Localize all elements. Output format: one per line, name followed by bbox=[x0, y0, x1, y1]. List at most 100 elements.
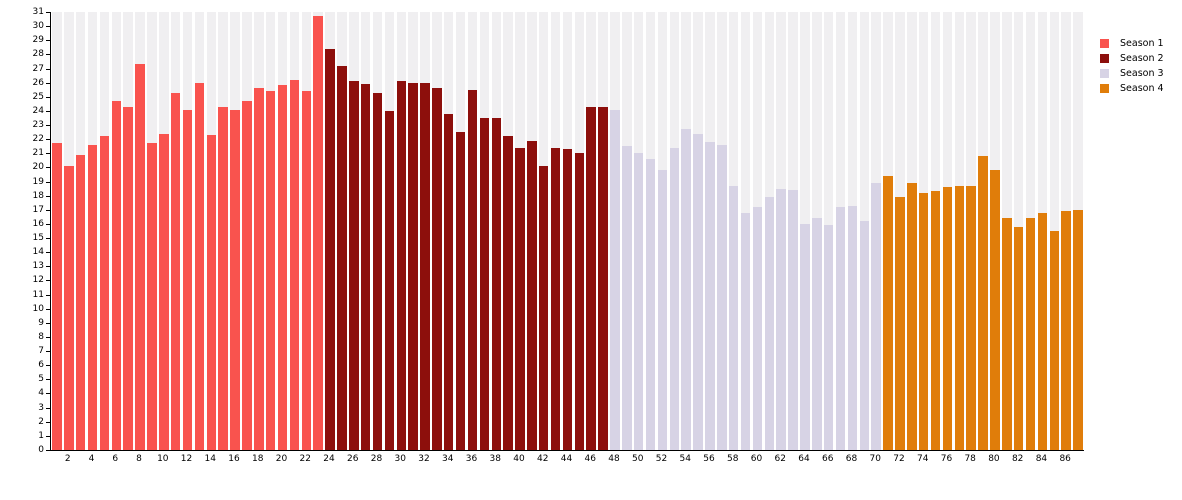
bar-episode-84 bbox=[1037, 212, 1048, 450]
y-tick-mark bbox=[46, 139, 50, 141]
y-tick-mark bbox=[46, 294, 50, 296]
bar-episode-52 bbox=[657, 170, 668, 450]
y-tick-label-31: 31 bbox=[32, 7, 44, 17]
bar-episode-16 bbox=[230, 109, 240, 450]
y-tick-mark bbox=[46, 125, 50, 127]
x-tick-label-70: 70 bbox=[869, 454, 881, 464]
y-tick-mark bbox=[46, 153, 50, 155]
y-tick-mark bbox=[46, 110, 50, 112]
bar-episode-85 bbox=[1049, 231, 1060, 450]
x-tick-label-34: 34 bbox=[442, 454, 454, 464]
bar-episode-55 bbox=[693, 133, 703, 450]
bar-episode-78 bbox=[966, 185, 976, 450]
bar-episode-56 bbox=[705, 142, 715, 450]
legend-item-season-3: Season 3 bbox=[1100, 66, 1164, 81]
legend-item-season-2: Season 2 bbox=[1100, 51, 1164, 66]
x-tick-label-38: 38 bbox=[489, 454, 501, 464]
y-tick-mark bbox=[46, 223, 50, 225]
y-tick-mark bbox=[46, 393, 50, 395]
bar-episode-23 bbox=[313, 16, 323, 450]
bar-episode-18 bbox=[254, 88, 264, 450]
y-tick-label-14: 14 bbox=[32, 247, 44, 258]
x-tick-label-80: 80 bbox=[988, 454, 1000, 464]
bar-episode-67 bbox=[835, 206, 846, 450]
bar-episode-7 bbox=[123, 106, 133, 450]
y-tick-label-21: 21 bbox=[32, 148, 44, 159]
bar-episode-83 bbox=[1025, 218, 1036, 450]
bar-episode-50 bbox=[633, 153, 644, 450]
x-tick-label-28: 28 bbox=[370, 454, 383, 464]
bar-episode-86 bbox=[1061, 211, 1071, 450]
bar-episode-13 bbox=[194, 82, 205, 450]
bar-episode-5 bbox=[99, 136, 110, 450]
y-tick-label-11: 11 bbox=[32, 289, 44, 300]
y-tick-mark bbox=[46, 336, 50, 338]
x-tick-label-30: 30 bbox=[394, 454, 406, 464]
x-tick-label-76: 76 bbox=[940, 454, 953, 464]
bar-episode-79 bbox=[978, 156, 988, 450]
bar-episode-21 bbox=[289, 79, 300, 450]
y-tick-mark bbox=[46, 195, 50, 197]
x-tick-label-46: 46 bbox=[584, 454, 596, 464]
bar-episode-61 bbox=[764, 197, 775, 450]
bar-episode-33 bbox=[432, 88, 442, 450]
x-tick-label-16: 16 bbox=[228, 454, 240, 464]
x-tick-label-44: 44 bbox=[560, 454, 573, 464]
y-tick-label-30: 30 bbox=[32, 21, 44, 32]
bar-episode-41 bbox=[527, 140, 537, 450]
y-tick-mark bbox=[46, 450, 50, 451]
bar-episode-66 bbox=[823, 225, 834, 450]
y-tick-label-5: 5 bbox=[38, 374, 44, 385]
x-tick-label-82: 82 bbox=[1011, 454, 1024, 464]
bar-episode-27 bbox=[360, 84, 371, 450]
bar-episode-29 bbox=[384, 110, 395, 450]
y-tick-mark bbox=[46, 308, 50, 310]
bar-episode-31 bbox=[408, 82, 418, 450]
bar-episode-71 bbox=[883, 175, 893, 450]
legend-label: Season 1 bbox=[1120, 38, 1164, 49]
bar-episode-72 bbox=[895, 197, 905, 450]
bar-episode-20 bbox=[277, 85, 288, 450]
bar-episode-39 bbox=[503, 136, 513, 450]
bar-episode-11 bbox=[170, 92, 181, 450]
bar-episode-48 bbox=[610, 109, 620, 450]
y-tick-mark bbox=[46, 12, 50, 13]
bar-episode-73 bbox=[907, 182, 917, 450]
x-tick-label-12: 12 bbox=[180, 454, 193, 464]
bar-episode-80 bbox=[990, 170, 1000, 450]
bar-episode-38 bbox=[491, 117, 501, 450]
bar-episode-64 bbox=[800, 223, 810, 450]
bar-episode-36 bbox=[467, 89, 478, 450]
y-tick-mark bbox=[46, 280, 50, 282]
bar-episode-45 bbox=[574, 153, 585, 450]
bar-episode-14 bbox=[206, 134, 217, 450]
x-tick-label-24: 24 bbox=[323, 454, 335, 464]
y-tick-label-9: 9 bbox=[38, 317, 44, 328]
bar-episode-10 bbox=[159, 133, 169, 450]
y-tick-label-16: 16 bbox=[32, 218, 44, 229]
y-tick-label-7: 7 bbox=[38, 346, 44, 357]
bar-episode-62 bbox=[776, 188, 786, 450]
y-tick-label-8: 8 bbox=[38, 331, 44, 342]
y-tick-label-24: 24 bbox=[32, 105, 44, 116]
x-tick-label-32: 32 bbox=[418, 454, 430, 464]
bar-episode-4 bbox=[87, 144, 98, 450]
x-tick-label-58: 58 bbox=[726, 454, 739, 464]
bar-episode-1 bbox=[52, 143, 62, 450]
bar-episode-6 bbox=[111, 101, 122, 450]
y-tick-mark bbox=[46, 54, 50, 56]
bar-episode-47 bbox=[598, 106, 608, 450]
bar-episode-15 bbox=[218, 106, 228, 450]
x-tick-label-62: 62 bbox=[774, 454, 786, 464]
y-tick-label-1: 1 bbox=[38, 430, 44, 441]
bar-episode-25 bbox=[337, 65, 347, 450]
x-tick-label-84: 84 bbox=[1035, 454, 1048, 464]
bar-episode-77 bbox=[954, 185, 965, 450]
y-tick-label-17: 17 bbox=[32, 204, 44, 215]
bar-episode-35 bbox=[455, 132, 466, 450]
x-tick-label-2: 2 bbox=[64, 454, 71, 464]
x-tick-label-78: 78 bbox=[964, 454, 976, 464]
bar-episode-40 bbox=[515, 147, 525, 450]
bar-episode-44 bbox=[562, 149, 573, 450]
